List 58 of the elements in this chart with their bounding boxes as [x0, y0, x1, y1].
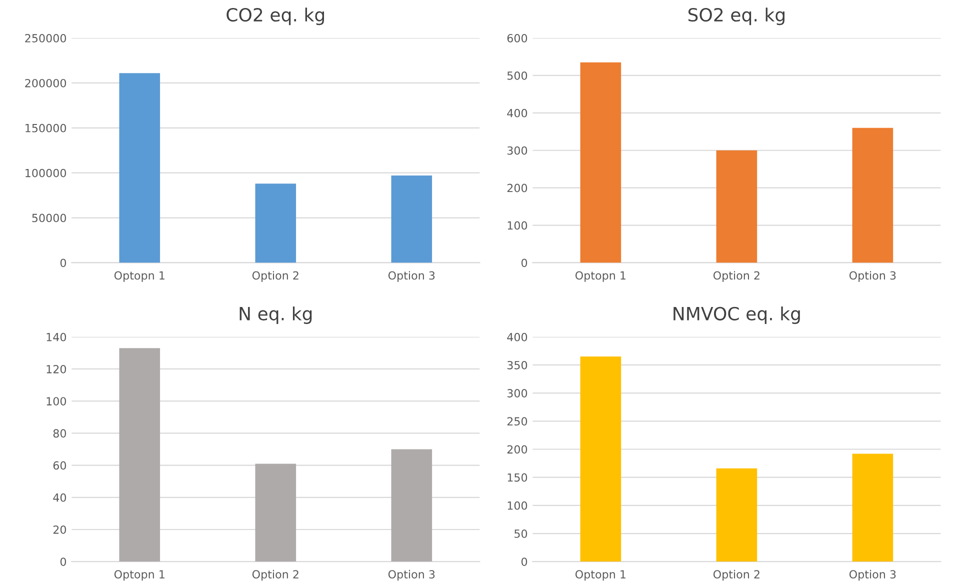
chart-title: N eq. kg [240, 306, 312, 324]
y-tick-label: 200 [507, 184, 528, 192]
y-tick-label: 200000 [25, 78, 66, 88]
x-tick-label: Option 2 [252, 271, 298, 282]
bar [716, 468, 758, 562]
x-tick-label: Option 2 [713, 271, 760, 282]
y-tick-label: 120 [46, 364, 66, 374]
y-tick-label: 0 [521, 258, 528, 268]
x-tick-label: Option 3 [388, 271, 435, 282]
y-tick-label: 350 [507, 360, 528, 370]
x-tick-label: Optopn 1 [575, 570, 626, 581]
y-tick-label: 0 [521, 558, 528, 566]
x-tick-label: Option 2 [252, 570, 298, 581]
y-tick-label: 40 [53, 493, 66, 502]
bar [255, 464, 296, 562]
y-tick-label: 200 [507, 445, 528, 454]
chart-title: NMVOC eq. kg [674, 306, 800, 324]
bar [391, 449, 432, 562]
y-tick-label: 150 [508, 473, 528, 482]
x-tick-label: Option 3 [849, 271, 896, 282]
y-tick-label: 600 [507, 34, 528, 42]
y-tick-label: 0 [60, 258, 66, 268]
bar [852, 454, 894, 562]
y-tick-label: 500 [507, 71, 528, 80]
y-tick-label: 250 [507, 417, 528, 426]
y-tick-label: 0 [60, 558, 66, 566]
bar [580, 356, 622, 562]
y-tick-label: 300 [507, 389, 528, 398]
y-tick-label: 60 [53, 461, 66, 470]
chart-title: SO2 eq. kg [688, 8, 784, 26]
x-tick-label: Option 2 [713, 570, 760, 581]
y-tick-label: 100 [508, 221, 528, 230]
bar [580, 62, 622, 263]
y-tick-label: 100000 [26, 168, 66, 178]
y-tick-label: 20 [53, 525, 66, 534]
bar [716, 150, 758, 263]
y-tick-label: 100 [508, 501, 528, 510]
y-tick-label: 400 [507, 332, 528, 342]
y-tick-label: 250000 [25, 34, 66, 42]
y-tick-label: 100 [46, 397, 66, 406]
bar [119, 348, 160, 562]
bar [255, 184, 296, 263]
bar [852, 128, 894, 263]
x-tick-label: Optopn 1 [575, 271, 626, 282]
chart-title: CO2 eq. kg [226, 8, 324, 26]
y-tick-label: 400 [507, 108, 528, 118]
y-tick-label: 140 [46, 332, 66, 342]
y-tick-label: 150000 [26, 124, 66, 132]
x-tick-label: Optopn 1 [114, 570, 164, 581]
y-tick-label: 80 [53, 429, 66, 438]
bar [391, 176, 432, 263]
x-tick-label: Optopn 1 [114, 271, 164, 282]
y-tick-label: 50000 [32, 214, 66, 222]
bar [119, 73, 160, 263]
y-tick-label: 50 [514, 529, 528, 538]
y-tick-label: 300 [507, 146, 528, 155]
x-tick-label: Option 3 [388, 570, 435, 581]
x-tick-label: Option 3 [849, 570, 896, 581]
